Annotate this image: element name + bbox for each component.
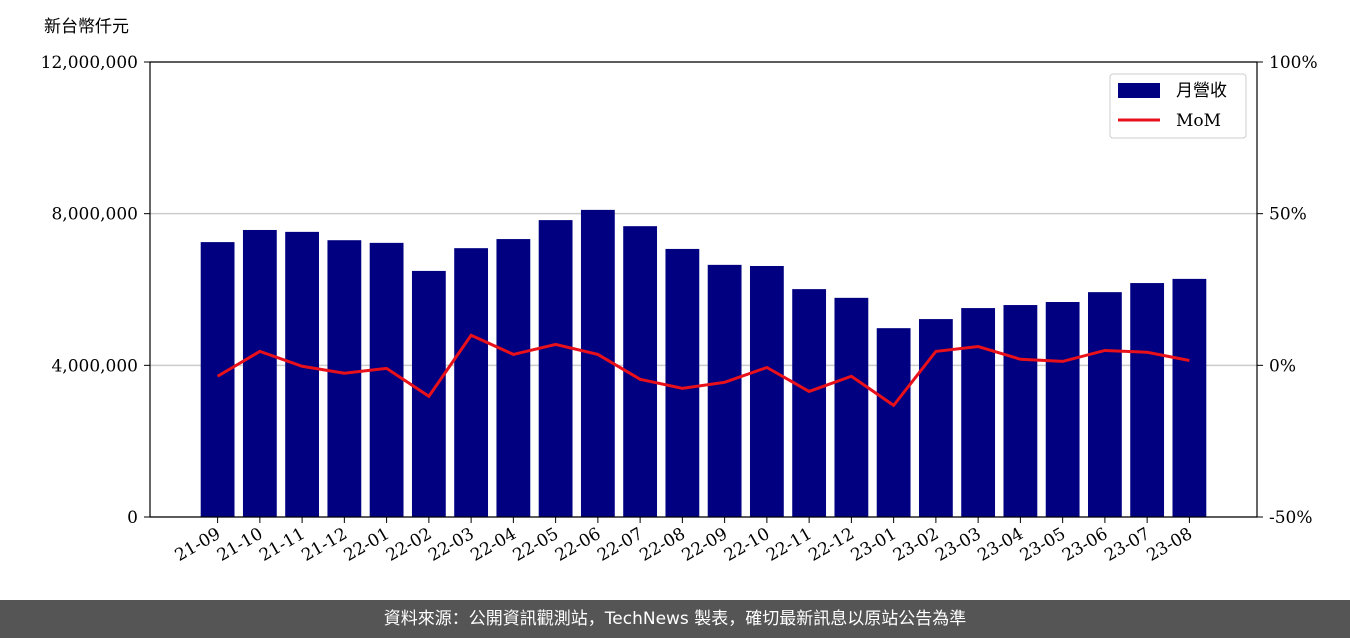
chart: 新台幣仟元 0 4,000,000 8,000,000 12,000,000 -50% 0… <box>41 17 1318 566</box>
x-tick-label: 22-02 <box>383 524 435 566</box>
bar <box>1003 305 1038 517</box>
x-tick-label: 21-11 <box>256 524 308 566</box>
x-tick-label: 22-09 <box>679 524 731 566</box>
y2-tick-label: 0% <box>1269 356 1296 376</box>
x-tick-label: 22-05 <box>510 524 562 566</box>
y-tick-label: 4,000,000 <box>51 356 138 376</box>
y-tick-label: 8,000,000 <box>51 205 138 225</box>
bar <box>285 231 320 517</box>
bar <box>1087 292 1122 517</box>
x-tick-label: 22-10 <box>721 524 773 566</box>
bar <box>665 248 700 517</box>
bar <box>369 242 404 518</box>
x-tick-label: 22-08 <box>636 524 688 566</box>
bar <box>327 240 362 518</box>
mom-line <box>216 333 1190 408</box>
bar <box>749 265 784 517</box>
bar <box>834 297 869 517</box>
x-tick-label: 21-10 <box>214 524 266 566</box>
y-tick-label: 12,000,000 <box>41 53 138 73</box>
legend-label: 月營收 <box>1176 81 1227 101</box>
bar <box>1045 302 1080 517</box>
bar <box>200 242 235 517</box>
x-tick-label: 22-04 <box>467 524 519 566</box>
bar <box>876 328 911 517</box>
x-tick-label: 22-11 <box>763 524 815 566</box>
legend-label: MoM <box>1176 111 1221 131</box>
x-tick-label: 23-01 <box>848 524 900 566</box>
x-tick-label: 23-07 <box>1101 524 1153 566</box>
x-tick-label: 21-12 <box>298 524 350 566</box>
bar <box>496 239 531 517</box>
bar <box>961 308 996 517</box>
y2-tick-label: 100% <box>1269 53 1318 73</box>
x-tick-label: 23-02 <box>890 524 942 566</box>
x-tick-label: 23-05 <box>1017 524 1069 566</box>
x-tick-label: 22-03 <box>425 524 477 566</box>
plot-frame <box>149 61 1258 518</box>
bar <box>580 209 615 517</box>
y-tick-label: 0 <box>127 508 138 528</box>
x-tick-label: 21-09 <box>172 524 224 566</box>
bar <box>538 220 573 518</box>
bar <box>242 229 277 518</box>
bar <box>792 289 827 517</box>
footer: 資料來源：公開資訊觀測站，TechNews 製表，確切最新訊息以原站公告為準 <box>0 600 1350 638</box>
x-tick-label: 22-12 <box>805 524 857 566</box>
y-axis-unit: 新台幣仟元 <box>44 17 129 37</box>
y2-tick-label: -50% <box>1269 508 1313 528</box>
bar <box>707 264 742 517</box>
bar <box>1130 283 1165 517</box>
x-tick-label: 22-07 <box>594 524 646 566</box>
x-tick-label: 22-06 <box>552 524 604 566</box>
x-tick-label: 23-08 <box>1143 524 1195 566</box>
x-tick-label: 23-06 <box>1059 524 1111 566</box>
x-tick-label: 23-04 <box>974 524 1026 566</box>
legend-swatch <box>1118 83 1160 98</box>
bar <box>454 248 489 517</box>
bar <box>1172 278 1207 517</box>
x-tick-label: 23-03 <box>932 524 984 566</box>
x-tick-label: 22-01 <box>341 524 393 566</box>
y2-tick-label: 50% <box>1269 205 1307 225</box>
